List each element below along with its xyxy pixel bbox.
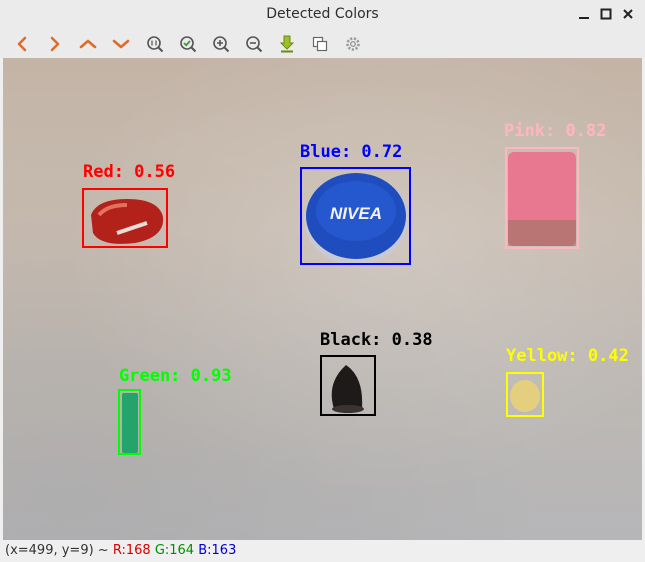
zoom-in-button[interactable] bbox=[210, 33, 232, 55]
svg-text:NIVEA: NIVEA bbox=[330, 204, 382, 223]
maximize-button[interactable] bbox=[596, 4, 616, 24]
copy-image-button[interactable] bbox=[309, 33, 331, 55]
zoom-fit-button[interactable] bbox=[177, 33, 199, 55]
zoom-fit-icon bbox=[180, 36, 197, 53]
pixel-info: (x=499, y=9) ~ R:168 G:164 B:163 bbox=[5, 543, 236, 558]
pan-down-button[interactable] bbox=[110, 33, 132, 55]
detection-label-black: Black: 0.38 bbox=[320, 330, 433, 350]
detection-box-green bbox=[118, 389, 141, 455]
toolbar bbox=[0, 30, 645, 58]
yellow-object bbox=[508, 374, 542, 414]
detection-box-black bbox=[320, 355, 376, 416]
red-object bbox=[87, 193, 167, 247]
pan-up-button[interactable] bbox=[77, 33, 99, 55]
detection-label-red: Red: 0.56 bbox=[83, 162, 176, 182]
zoom-original-icon bbox=[147, 36, 164, 53]
title-bar[interactable]: Detected Colors bbox=[0, 0, 645, 30]
cursor-coordinates: (x=499, y=9) ~ bbox=[5, 543, 109, 558]
pink-object bbox=[506, 150, 578, 248]
detection-label-pink: Pink: 0.82 bbox=[504, 121, 607, 141]
detection-label-yellow: Yellow: 0.42 bbox=[506, 346, 629, 366]
chevron-up-icon bbox=[79, 39, 97, 49]
copy-icon bbox=[312, 36, 328, 52]
pan-left-button[interactable] bbox=[11, 33, 33, 55]
pan-right-button[interactable] bbox=[44, 33, 66, 55]
chevron-left-icon bbox=[17, 36, 27, 52]
gear-icon bbox=[346, 37, 360, 51]
close-button[interactable] bbox=[618, 4, 638, 24]
close-icon bbox=[623, 9, 633, 19]
zoom-out-icon bbox=[246, 36, 263, 53]
zoom-original-button[interactable] bbox=[144, 33, 166, 55]
minimize-icon bbox=[579, 17, 589, 19]
detection-box-pink bbox=[505, 147, 579, 249]
detection-box-yellow bbox=[506, 372, 544, 417]
zoom-out-button[interactable] bbox=[243, 33, 265, 55]
chevron-down-icon bbox=[112, 39, 130, 49]
save-image-button[interactable] bbox=[276, 33, 298, 55]
window-title: Detected Colors bbox=[266, 6, 379, 22]
minimize-button[interactable] bbox=[574, 4, 594, 24]
detection-box-red bbox=[82, 188, 168, 248]
detection-label-green: Green: 0.93 bbox=[119, 366, 232, 386]
download-icon bbox=[279, 35, 295, 53]
detection-label-blue: Blue: 0.72 bbox=[300, 142, 403, 162]
green-channel-value: G:164 bbox=[154, 543, 195, 558]
detection-box-blue bbox=[300, 167, 411, 265]
green-object bbox=[121, 392, 139, 454]
properties-button[interactable] bbox=[342, 33, 364, 55]
blue-channel-value: B:163 bbox=[198, 543, 237, 558]
zoom-in-icon bbox=[213, 36, 230, 53]
black-object bbox=[322, 357, 374, 413]
image-canvas[interactable]: Red: 0.56 NIVEA Blue: 0.72 Pink: 0.82 Bl… bbox=[3, 58, 642, 540]
red-channel-value: R:168 bbox=[112, 543, 151, 558]
status-bar: (x=499, y=9) ~ R:168 G:164 B:163 bbox=[0, 540, 645, 562]
blue-object: NIVEA bbox=[302, 169, 410, 267]
maximize-icon bbox=[600, 8, 612, 20]
chevron-right-icon bbox=[50, 36, 60, 52]
